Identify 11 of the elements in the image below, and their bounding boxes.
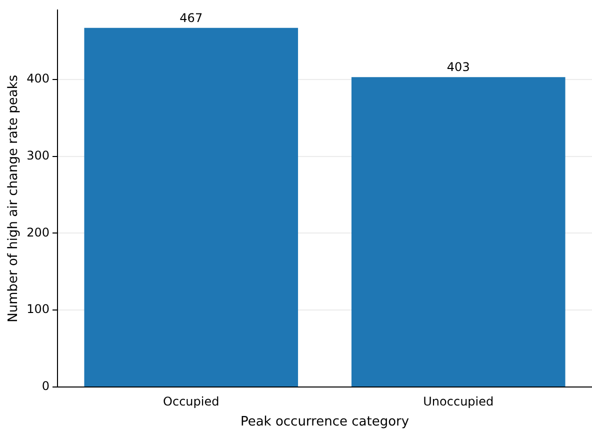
- y-tick-label: 300: [26, 148, 50, 162]
- data-label: 403: [446, 60, 470, 74]
- y-tick-label: 0: [42, 379, 50, 394]
- y-tick-label: 400: [26, 72, 50, 86]
- y-axis-title: Number of high air change rate peaks: [6, 74, 22, 322]
- data-label: 467: [180, 11, 203, 26]
- x-tick-label: Occupied: [163, 394, 220, 408]
- x-tick-label: Unoccupied: [423, 394, 494, 408]
- x-axis-title: Peak occurrence category: [240, 414, 410, 430]
- y-tick-label: 100: [26, 302, 50, 316]
- y-tick-label: 200: [26, 225, 50, 240]
